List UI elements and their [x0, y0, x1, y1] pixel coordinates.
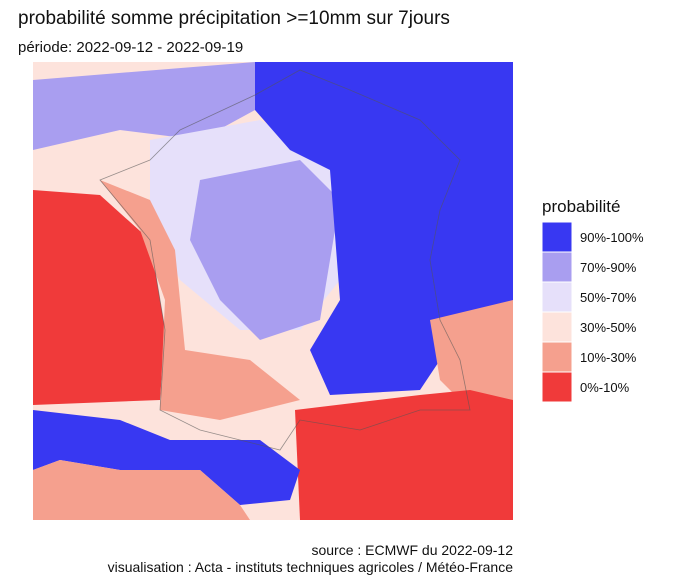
- legend-label: 10%-30%: [580, 350, 637, 365]
- map-region: [33, 62, 255, 150]
- map-region: [33, 460, 250, 520]
- map-region: [33, 410, 300, 505]
- credit: visualisation : Acta - instituts techniq…: [108, 559, 514, 575]
- legend-swatch: [541, 371, 573, 403]
- legend-label: 0%-10%: [580, 380, 630, 395]
- legend-label: 50%-70%: [580, 290, 637, 305]
- source: source : ECMWF du 2022-09-12: [311, 542, 513, 558]
- map-region: [255, 62, 513, 395]
- legend-label: 90%-100%: [580, 230, 644, 245]
- legend-swatch: [541, 311, 573, 343]
- legend-swatch: [541, 221, 573, 253]
- legend-label: 70%-90%: [580, 260, 637, 275]
- legend-swatch: [541, 251, 573, 283]
- subtitle: période: 2022-09-12 - 2022-09-19: [18, 39, 243, 56]
- map: [33, 62, 513, 520]
- country-border: [99, 69, 471, 451]
- title: probabilité somme précipitation >=10mm s…: [18, 8, 450, 29]
- map-region: [190, 160, 340, 340]
- map-region: [33, 190, 165, 405]
- legend: 90%-100% 70%-90% 50%-70% 30%-50% 10%-30% 0%-1…: [541, 221, 644, 403]
- legend-label: 30%-50%: [580, 320, 637, 335]
- map-region: [295, 390, 513, 520]
- legend-title: probabilité: [542, 197, 620, 216]
- legend-swatch: [541, 341, 573, 373]
- legend-swatch: [541, 281, 573, 313]
- map-region: [430, 300, 513, 410]
